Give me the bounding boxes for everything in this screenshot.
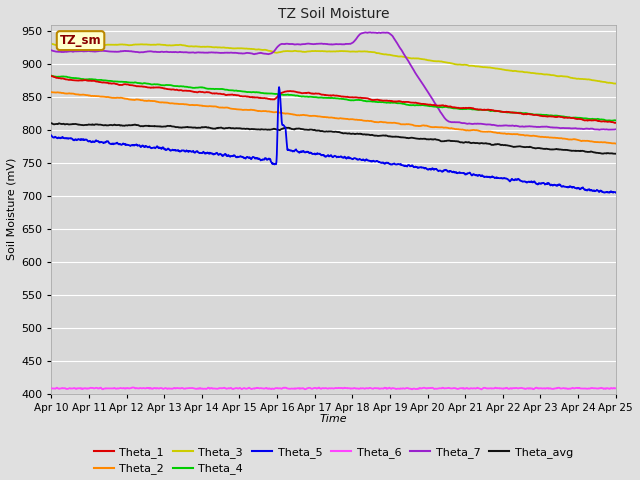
Theta_2 [91,93,99,99]
Line: Theta_avg: Theta_avg [51,123,616,154]
Theta_7 [366,29,374,35]
Theta_3 [91,42,99,48]
Theta_6 [129,384,136,390]
Theta_6 [114,385,122,391]
Theta_5 [369,158,377,164]
Theta_4 [47,73,55,79]
Theta_6 [477,386,485,392]
Theta_5 [299,149,307,155]
Theta_2 [47,89,55,95]
Line: Theta_7: Theta_7 [51,32,616,130]
Theta_3 [47,41,55,47]
Theta_4 [299,94,307,99]
Theta_5 [275,84,283,90]
Theta_3 [299,49,307,55]
Theta_1 [611,120,619,126]
Theta_6 [91,385,99,391]
Theta_6 [369,386,377,392]
Theta_6 [287,386,295,392]
Theta_3 [308,48,316,54]
Theta_1 [299,90,307,96]
Theta_1 [114,82,122,87]
Theta_4 [91,76,99,82]
Theta_avg [287,126,294,132]
Theta_7 [369,30,377,36]
Theta_5 [114,141,122,147]
Theta_4 [369,98,376,104]
Theta_7 [287,41,294,47]
Line: Theta_1: Theta_1 [51,76,616,123]
Theta_7 [47,48,55,53]
Theta_7 [612,126,620,132]
Theta_4 [612,118,620,123]
Line: Theta_2: Theta_2 [51,92,616,144]
Title: TZ Soil Moisture: TZ Soil Moisture [278,7,389,21]
Theta_2 [114,95,122,101]
Theta_3 [611,81,619,86]
Theta_avg [299,126,307,132]
Theta_7 [308,41,316,47]
Line: Theta_4: Theta_4 [51,76,616,120]
Theta_1 [47,73,55,79]
Theta_avg [308,127,316,133]
Theta_5 [605,190,613,195]
Theta_7 [114,49,122,55]
Theta_2 [612,141,620,146]
Theta_2 [299,112,307,118]
Line: Theta_6: Theta_6 [51,387,616,389]
Theta_avg [369,132,376,138]
Theta_1 [287,88,294,94]
Theta_7 [91,48,99,54]
Theta_5 [47,132,55,138]
Theta_4 [308,94,316,100]
Theta_3 [287,48,294,54]
Theta_4 [607,118,615,123]
Theta_avg [91,121,99,127]
Theta_7 [595,127,603,132]
Theta_1 [308,91,316,96]
Theta_1 [369,97,376,103]
Line: Theta_3: Theta_3 [51,44,616,84]
Theta_avg [47,120,55,126]
Theta_4 [287,92,294,98]
Theta_avg [114,122,122,128]
Theta_2 [369,119,376,124]
Theta_6 [47,385,55,391]
Theta_3 [114,42,122,48]
Text: TZ_sm: TZ_sm [60,34,101,47]
Theta_5 [309,151,317,157]
Theta_1 [612,120,620,126]
Theta_4 [114,79,122,84]
Theta_avg [612,151,620,156]
Theta_5 [612,190,620,195]
Y-axis label: Soil Moisture (mV): Soil Moisture (mV) [7,158,17,261]
Theta_7 [299,41,307,47]
Theta_3 [612,81,620,86]
Theta_5 [91,139,99,144]
Theta_5 [287,148,295,154]
Theta_1 [91,78,99,84]
Theta_3 [369,49,376,55]
Theta_6 [299,385,307,391]
Theta_2 [612,141,620,146]
Line: Theta_5: Theta_5 [51,87,616,192]
Legend: Theta_1, Theta_2, Theta_3, Theta_4, Theta_5, Theta_6, Theta_7, Theta_avg: Theta_1, Theta_2, Theta_3, Theta_4, Thet… [93,447,573,474]
Theta_2 [287,111,294,117]
X-axis label: Time: Time [320,414,348,424]
Theta_2 [308,113,316,119]
Theta_6 [309,386,317,392]
Theta_6 [612,385,620,391]
